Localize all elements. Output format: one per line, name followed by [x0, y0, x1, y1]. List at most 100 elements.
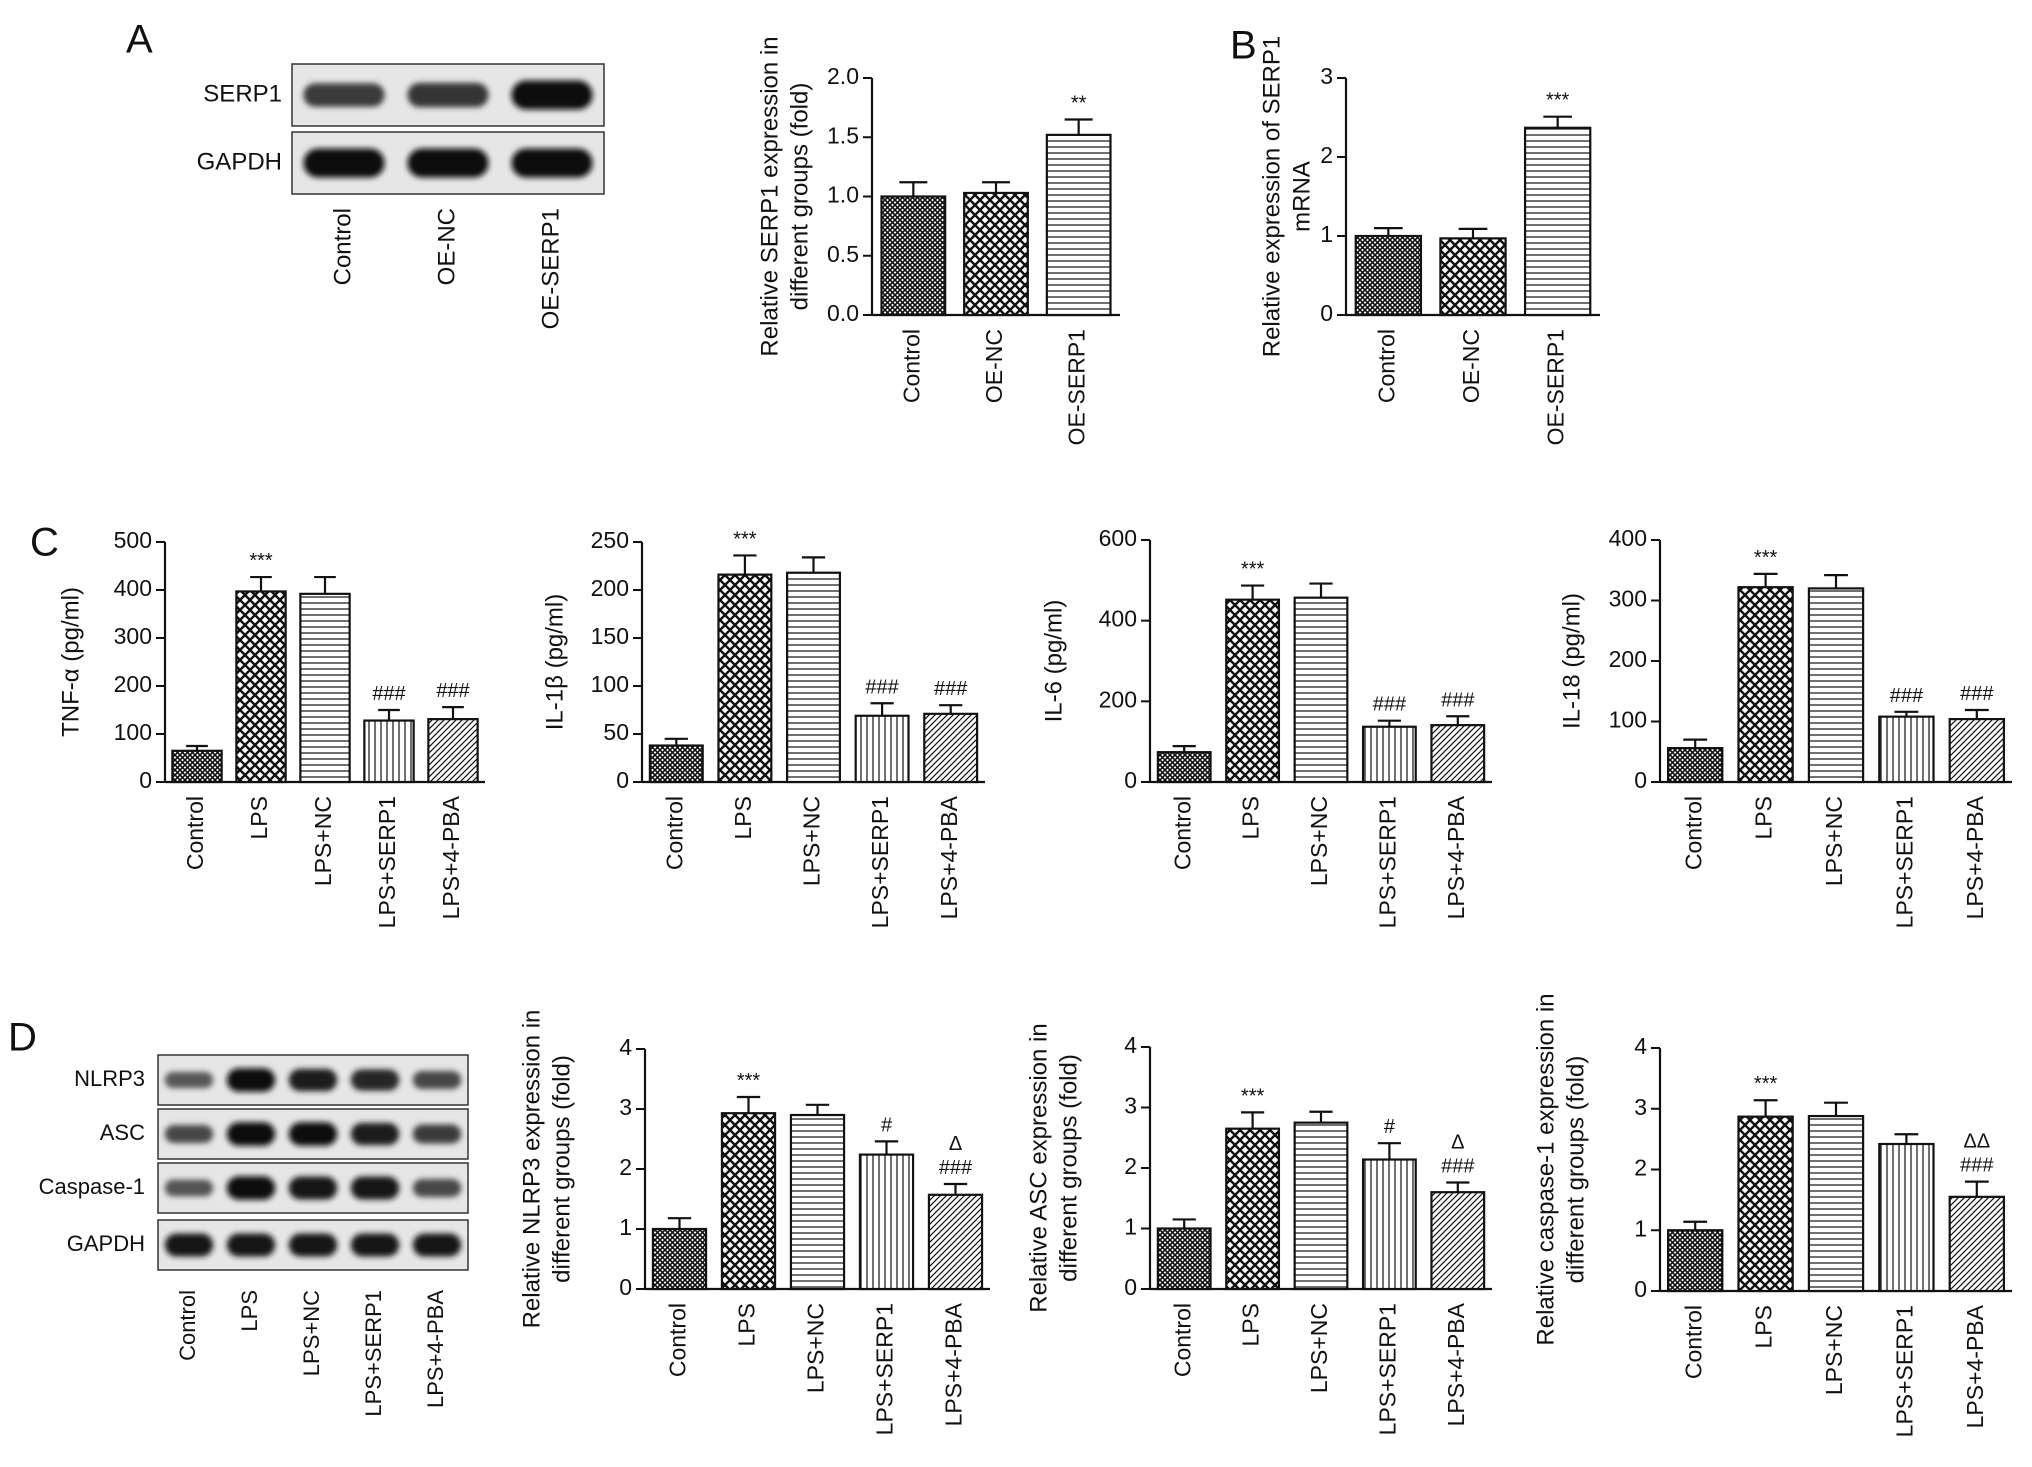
x-tick-label: Control: [1373, 329, 1399, 403]
blot-lane-label: LPS: [237, 1290, 262, 1332]
chart-D-Casp1: 0 1 2 3 4 Relative caspase-1 expression in dif…: [1532, 993, 2012, 1437]
x-tick-label: LPS+NC: [1306, 796, 1332, 886]
blot-row-label: SERP1: [203, 80, 282, 107]
bar: [789, 1113, 846, 1291]
y-tick-label: 0: [1124, 767, 1137, 793]
significance-label: ***: [1546, 90, 1570, 112]
bar: [1807, 587, 1865, 784]
x-tick-label: LPS+NC: [1306, 1303, 1332, 1393]
bar: [1878, 715, 1935, 784]
blot-band: [164, 1071, 214, 1089]
y-axis-title: Relative ASC expression in: [1025, 1023, 1052, 1312]
y-tick-label: 2: [1634, 1155, 1647, 1181]
bar: [1878, 1142, 1935, 1293]
blot-band: [412, 1233, 462, 1257]
y-tick-label: 1.5: [827, 122, 859, 148]
x-tick-label: LPS: [1751, 1305, 1777, 1348]
blot-lane-label: LPS+SERP1: [361, 1290, 386, 1417]
y-tick-label: 0.0: [827, 300, 859, 326]
y-tick-label: 100: [114, 719, 152, 745]
bar: [1666, 1229, 1724, 1293]
significance-label: ###: [436, 680, 470, 702]
blot-lane-label: OE-NC: [433, 208, 460, 285]
blot-lane-label: Control: [329, 208, 356, 285]
x-tick-label: LPS: [730, 796, 756, 839]
x-tick-label: Control: [1169, 796, 1195, 870]
significance-label: ###: [1960, 1155, 1994, 1177]
chart-C-IL18: 0 100 200 300 400 IL-18 (pg/ml) Control *** LPS L…: [1558, 525, 2012, 928]
blot-band: [164, 1233, 214, 1257]
x-tick-label: Control: [1680, 796, 1706, 870]
x-tick-label: LPS+NC: [1821, 1305, 1847, 1395]
bar: [1948, 1195, 2006, 1293]
significance-label: #: [881, 1114, 893, 1136]
y-axis-title: IL-18 (pg/ml): [1558, 593, 1585, 729]
bar: [299, 592, 351, 784]
x-tick-label: LPS+SERP1: [1891, 1305, 1917, 1437]
significance-label: #: [1384, 1116, 1396, 1138]
x-tick-label: LPS+4-PBA: [936, 795, 962, 919]
x-tick-label: OE-SERP1: [1543, 329, 1569, 445]
blot-band: [164, 1125, 214, 1143]
western-blots: SERP1 GAPDH Control OE-NC OE-SERP1 NLRP3 ASC Ca…: [39, 63, 605, 1417]
y-tick-label: 400: [1099, 606, 1137, 632]
y-tick-label: 2.0: [827, 63, 859, 89]
blot-band: [226, 1233, 276, 1257]
bar: [235, 590, 287, 784]
chart-C-TNF: 0 100 200 300 400 500 TNF-α (pg/ml) Control *** L…: [57, 527, 485, 928]
bar: [427, 718, 479, 784]
bar: [1361, 725, 1417, 784]
significance-label: ###: [1890, 685, 1924, 707]
y-tick-label: 600: [1099, 525, 1137, 551]
x-tick-label: LPS: [246, 796, 272, 839]
bar: [717, 573, 773, 784]
chart-C-IL1b: 0 50 100 150 200 250 IL-1β (pg/ml) Control *** LP…: [541, 527, 985, 928]
blot-band: [303, 148, 385, 178]
blot-row-label: NLRP3: [74, 1066, 145, 1091]
x-tick-label: Control: [665, 1303, 691, 1377]
chart-B-bar: 0 1 2 3 Relative expression of SERP1 mRNA Cont…: [1258, 36, 1600, 445]
panel-label-C: C: [30, 521, 59, 565]
y-tick-label: 100: [1609, 707, 1647, 733]
x-tick-label: Control: [1169, 1303, 1195, 1377]
panel-labels: A B C D: [8, 18, 1257, 1060]
blot-band: [303, 83, 385, 107]
blot-band: [226, 1176, 276, 1200]
blot-band: [412, 1124, 462, 1144]
y-tick-label: 300: [114, 623, 152, 649]
blot-lane-label: LPS+NC: [299, 1290, 324, 1376]
y-tick-label: 200: [1099, 686, 1137, 712]
bar: [1737, 1115, 1794, 1293]
bar: [648, 744, 704, 784]
panel-label-B: B: [1230, 24, 1257, 68]
bar: [927, 1193, 984, 1291]
y-tick-label: 200: [591, 575, 629, 601]
bar: [720, 1112, 777, 1291]
y-axis-title: different groups (fold): [548, 1055, 575, 1283]
significance-label: ###: [865, 676, 899, 698]
y-tick-label: 50: [603, 719, 629, 745]
y-tick-label: 2: [1124, 1153, 1137, 1179]
significance-label: ###: [372, 683, 406, 705]
y-tick-label: 0: [616, 767, 629, 793]
y-tick-label: 0.5: [827, 241, 859, 267]
y-tick-label: 0: [139, 767, 152, 793]
blot-band: [511, 148, 593, 178]
significance-label: ***: [1754, 547, 1778, 569]
y-tick-label: 1: [1124, 1214, 1137, 1240]
significance-label: ***: [1241, 559, 1265, 581]
y-tick-label: 250: [591, 527, 629, 553]
y-tick-label: 1.0: [827, 182, 859, 208]
y-tick-label: 500: [114, 527, 152, 553]
blot-lane-label: OE-SERP1: [537, 208, 564, 329]
x-tick-label: LPS+4-PBA: [1962, 1304, 1988, 1428]
bar: [854, 714, 910, 784]
y-tick-label: 4: [1634, 1033, 1647, 1059]
blot-band: [226, 1068, 276, 1092]
blot-band: [412, 1179, 462, 1197]
bar: [963, 191, 1029, 317]
blot-band: [164, 1179, 214, 1197]
y-axis-title: Relative caspase-1 expression in: [1532, 993, 1559, 1345]
y-tick-label: 0: [1634, 1276, 1647, 1302]
y-tick-label: 3: [1634, 1094, 1647, 1120]
